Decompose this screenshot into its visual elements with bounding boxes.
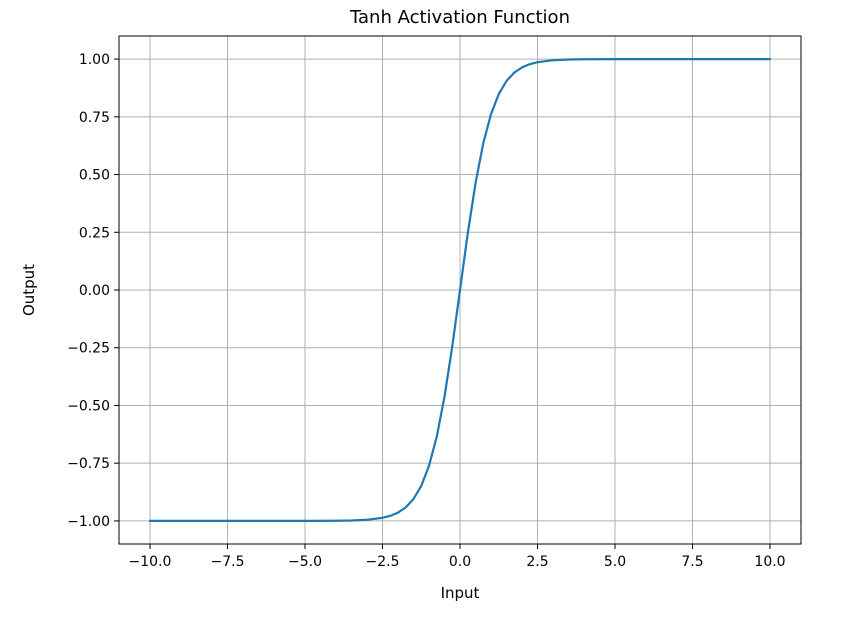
y-axis-label: Output [20,264,38,316]
x-tick-label: 0.0 [449,554,471,570]
x-tick-label: −5.0 [288,554,322,570]
y-axis-ticks: −1.00 −0.75 −0.50 −0.25 0.00 0.25 0.50 0.75 1.00 [67,52,119,530]
x-axis-label: Input [441,584,480,602]
y-tick-label: −0.25 [67,341,110,357]
x-tick-label: −2.5 [366,554,400,570]
y-tick-label: 0.50 [79,168,110,184]
x-tick-label: 5.0 [604,554,626,570]
y-tick-label: 0.00 [79,283,110,299]
x-tick-label: 2.5 [526,554,548,570]
x-tick-label: −10.0 [129,554,172,570]
series-layer [148,57,772,523]
y-tick-label: −0.75 [67,456,110,472]
tanh-series-line [148,57,772,523]
y-tick-label: 0.75 [79,110,110,126]
x-axis-ticks: −10.0 −7.5 −5.0 −2.5 0.0 2.5 5.0 7.5 10.0 [129,544,786,570]
y-tick-label: −0.50 [67,398,110,414]
y-tick-label: 1.00 [79,52,110,68]
x-tick-label: 7.5 [681,554,703,570]
y-tick-label: −1.00 [67,514,110,530]
chart-title: Tanh Activation Function [349,7,570,28]
x-tick-label: −7.5 [211,554,245,570]
x-tick-label: 10.0 [754,554,785,570]
y-tick-label: 0.25 [79,225,110,241]
